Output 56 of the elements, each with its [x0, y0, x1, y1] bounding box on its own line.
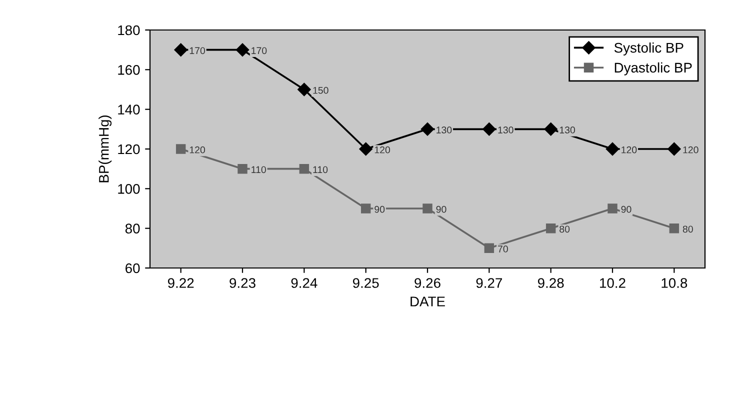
- data-label: 170: [190, 47, 206, 54]
- data-label: 130: [436, 126, 452, 134]
- y-tick-label: 120: [118, 144, 140, 154]
- data-label: 150: [313, 86, 328, 94]
- y-tick-label: 160: [118, 65, 140, 75]
- y-tick-label: 180: [118, 25, 140, 36]
- data-label: 110: [252, 166, 266, 174]
- y-axis-title: BP(mmHg): [98, 116, 112, 182]
- data-label: 110: [313, 166, 328, 174]
- x-tick-label: 9.25: [352, 278, 379, 288]
- point: [422, 204, 432, 214]
- x-tick-label: 10.8: [662, 278, 688, 288]
- y-tick-label: 80: [125, 224, 140, 234]
- y-tick-label: 60: [126, 263, 140, 274]
- point: [606, 142, 620, 156]
- point: [546, 223, 556, 234]
- point: [238, 164, 248, 174]
- legend-label: Dyastolic BP: [614, 62, 692, 76]
- x-tick-label: 9.22: [168, 278, 194, 288]
- data-label: 90: [374, 206, 385, 213]
- point: [360, 204, 371, 214]
- data-label: 130: [560, 126, 576, 134]
- point: [482, 122, 496, 136]
- data-label: 80: [560, 226, 570, 233]
- point: [484, 243, 494, 254]
- data-label: 120: [622, 146, 637, 154]
- point: [668, 142, 681, 156]
- point: [359, 142, 372, 156]
- point: [544, 122, 558, 136]
- x-tick-label: 9.26: [414, 278, 440, 288]
- point: [420, 122, 434, 136]
- legend-label: Systolic BP: [614, 42, 684, 56]
- y-tick-label: 100: [118, 184, 140, 194]
- point: [299, 164, 310, 174]
- data-label: 90: [621, 206, 632, 213]
- data-label: 120: [374, 146, 390, 154]
- point: [176, 144, 186, 154]
- point: [669, 223, 680, 234]
- data-label: 80: [682, 226, 693, 233]
- data-label: 170: [252, 47, 267, 54]
- x-tick-label: 9.23: [230, 278, 256, 288]
- x-tick-label: 9.28: [538, 278, 564, 288]
- point: [608, 204, 618, 214]
- x-tick-label: 9.27: [476, 278, 502, 288]
- data-label: 120: [190, 146, 206, 154]
- point: [174, 43, 188, 56]
- x-axis-title: DATE: [410, 296, 445, 306]
- data-label: 90: [436, 206, 446, 213]
- y-tick-label: 140: [118, 104, 140, 115]
- data-label: 70: [498, 246, 508, 252]
- x-tick-label: 10.2: [600, 278, 626, 288]
- x-tick-label: 9.24: [291, 278, 318, 288]
- point: [298, 82, 311, 96]
- data-label: 130: [498, 126, 514, 134]
- data-label: 120: [683, 146, 698, 154]
- point: [236, 43, 250, 56]
